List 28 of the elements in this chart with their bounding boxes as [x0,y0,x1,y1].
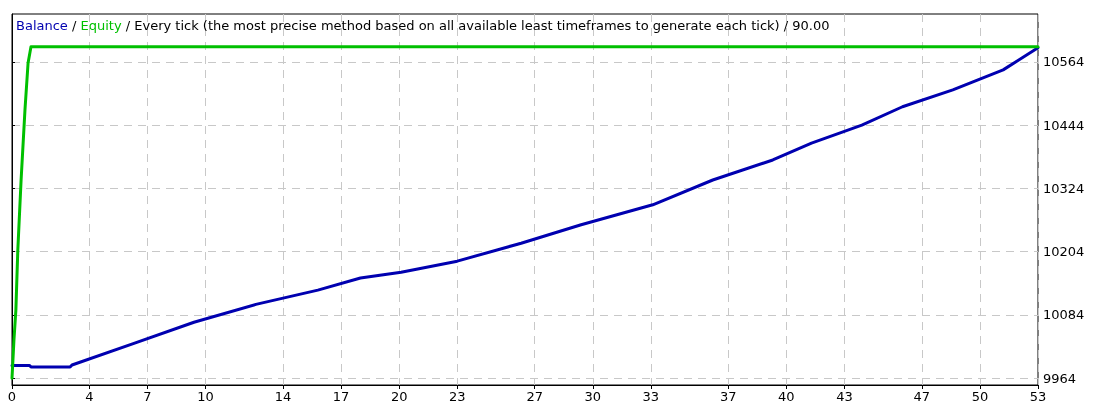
x-tick-label: 40 [778,389,795,404]
x-tick-label: 50 [971,389,989,404]
y-tick-label: 9964 [1043,370,1077,386]
y-tick-label: 10444 [1043,117,1085,133]
y-tick-label: 10324 [1043,180,1085,196]
series-label: Equity [80,18,122,33]
x-tick-label: 23 [448,389,466,404]
x-tick-label: 27 [526,389,543,404]
x-tick-label: 37 [719,389,737,404]
annotation: / [125,18,131,33]
x-tick-label: 43 [836,389,853,404]
x-tick-label: 17 [332,389,350,404]
y-tick-label: 10084 [1043,307,1085,323]
text: Balance [16,18,68,33]
y-tick-label: 10204 [1043,244,1085,260]
x-tick-label: 20 [390,389,408,404]
x-tick-label: 33 [642,389,660,404]
x-tick-label: 10 [197,389,214,404]
x-tick-label: 4 [85,389,94,404]
annotation: / [71,18,77,33]
x-tick-label: 7 [143,389,152,404]
x-tick-label: 0 [7,389,17,404]
x-tick-label: 14 [274,389,292,404]
x-tick-label: 30 [584,389,602,404]
x-tick-label: 53 [1029,389,1047,404]
y-tick-label: 10564 [1043,54,1085,70]
x-tick-label: 47 [913,389,931,404]
chart-title: Every tick (the most precise method based on all available least timeframes to generate each tick) / 90.00 [134,18,830,33]
